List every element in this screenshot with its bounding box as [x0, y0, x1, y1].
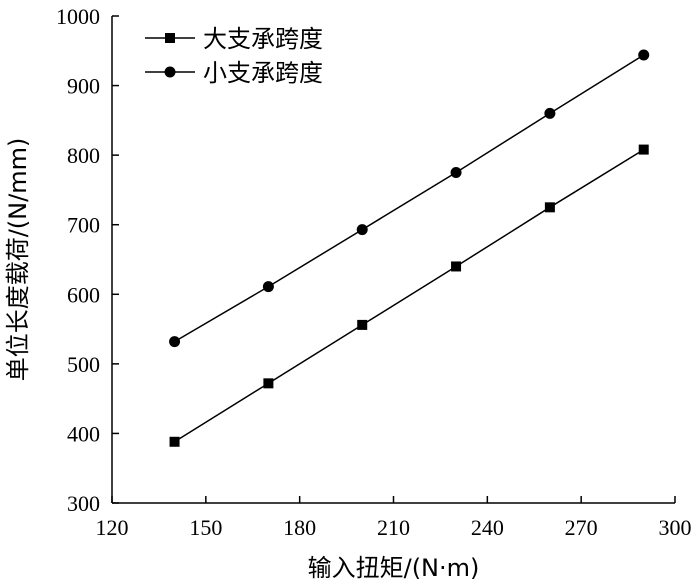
data-point — [169, 436, 180, 447]
x-tick-label: 240 — [471, 515, 504, 540]
x-tick-label: 270 — [565, 515, 598, 540]
data-point — [356, 224, 368, 236]
x-tick-label: 300 — [659, 515, 692, 540]
y-tick-label: 500 — [67, 352, 100, 377]
data-point — [544, 107, 556, 119]
data-point — [263, 378, 274, 389]
y-tick-label: 700 — [67, 213, 100, 238]
legend-item: 大支承跨度 — [145, 25, 323, 53]
data-point — [638, 144, 649, 155]
axes — [111, 16, 675, 504]
x-tick-label: 210 — [377, 515, 410, 540]
x-tick-label: 150 — [189, 515, 222, 540]
series-1 — [169, 144, 649, 447]
series-layer — [169, 49, 650, 447]
data-point — [357, 319, 368, 330]
series-line — [174, 148, 645, 443]
y-tick-label: 900 — [67, 74, 100, 99]
y-tick-label: 1000 — [56, 4, 100, 29]
data-point — [451, 261, 462, 272]
data-point — [638, 49, 650, 61]
legend-marker — [165, 33, 175, 43]
x-tick-label: 120 — [96, 515, 129, 540]
y-tick-label: 300 — [67, 491, 100, 516]
data-point — [262, 281, 274, 293]
ticks: 120 150 180 210 240 270 300 300 400 500 600 700 800 9… — [56, 4, 692, 540]
x-tick-label: 180 — [283, 515, 316, 540]
y-tick-label: 400 — [67, 421, 100, 446]
series-line — [174, 54, 645, 343]
data-point — [544, 202, 555, 213]
legend-label: 大支承跨度 — [203, 25, 323, 53]
legend-label: 小支承跨度 — [203, 59, 323, 87]
data-point — [169, 336, 181, 348]
y-tick-label: 800 — [67, 143, 100, 168]
y-axis-label: 单位长度载荷/(N/mm) — [4, 138, 32, 382]
legend-marker — [164, 66, 176, 78]
x-axis-label: 输入扭矩/(N·m) — [308, 554, 480, 582]
y-tick-label: 600 — [67, 282, 100, 307]
data-point — [450, 167, 462, 179]
legend-item: 小支承跨度 — [145, 59, 323, 87]
series-2 — [169, 49, 650, 348]
